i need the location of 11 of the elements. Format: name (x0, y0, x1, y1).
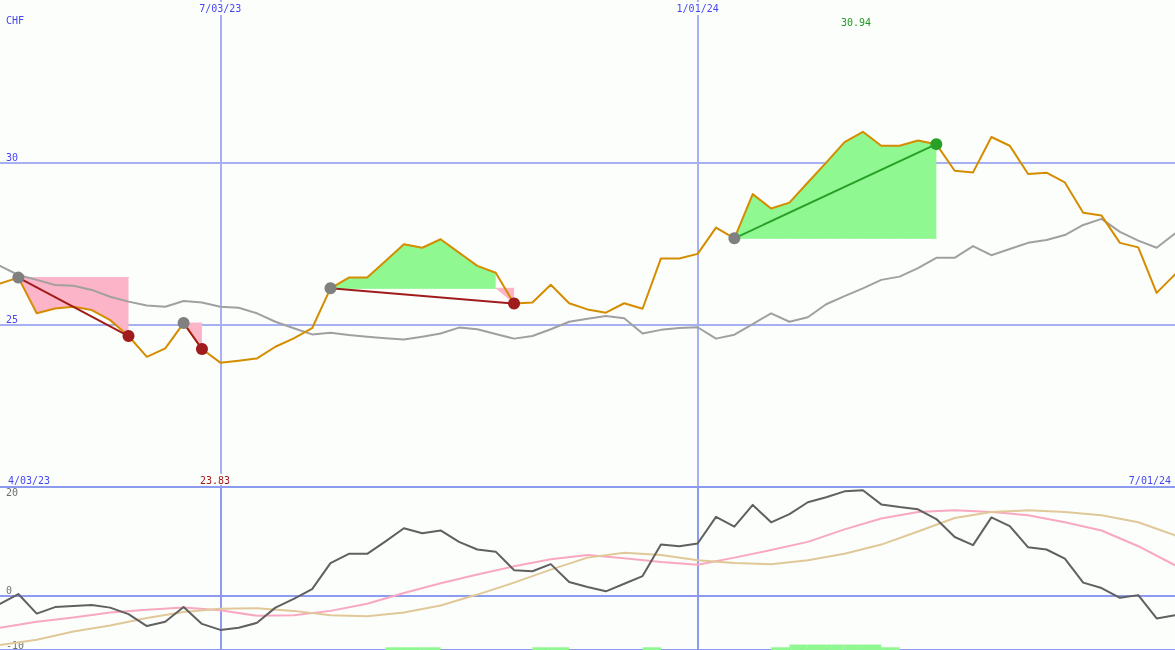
annotation: 7/01/24 (1128, 474, 1171, 486)
annotation: 23.83 (199, 474, 231, 486)
y-tick-label: 20 (6, 486, 19, 498)
y-tick-label: 25 (6, 314, 19, 326)
y-tick-label: 30 (6, 151, 19, 163)
annotation: 30.94 (840, 16, 872, 28)
y-tick-label: 0 (6, 585, 13, 597)
annotation: 4/03/23 (8, 474, 51, 486)
x-tick-label: 7/03/23 (199, 2, 242, 14)
y-axis-title: CHF (6, 14, 25, 26)
x-tick-label: 1/01/24 (676, 2, 719, 14)
